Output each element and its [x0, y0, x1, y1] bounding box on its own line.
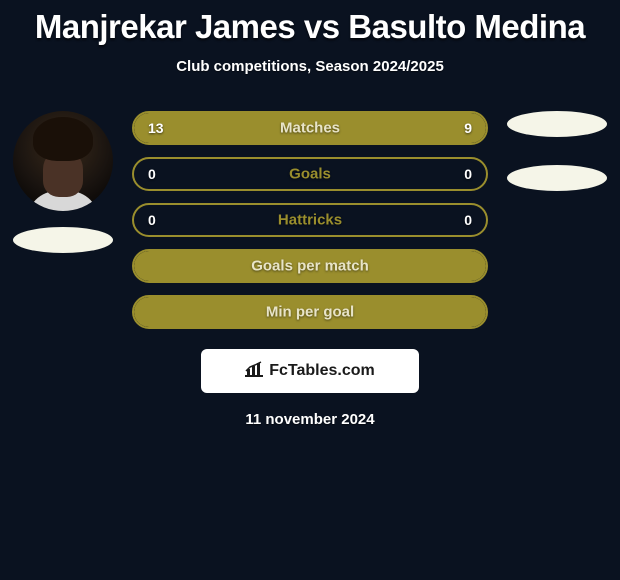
main-row: 13 9 Matches 0 0 Goals 0 0 Hattricks Goals per ma…: [0, 107, 620, 341]
player-left-avatar: [13, 111, 113, 211]
player-right-column: [502, 107, 612, 191]
subtitle: Club competitions, Season 2024/2025: [0, 58, 620, 75]
comparison-card: Manjrekar James vs Basulto Medina Club c…: [0, 0, 620, 428]
stat-value-left: 13: [148, 120, 164, 136]
stat-value-left: 0: [148, 212, 156, 228]
stat-row: Goals per match: [132, 249, 488, 283]
date-line: 11 november 2024: [0, 411, 620, 428]
stat-value-right: 0: [464, 212, 472, 228]
stat-label: Matches: [280, 120, 340, 137]
logo-box: FcTables.com: [201, 349, 419, 393]
player-right-name-badge-1: [507, 111, 607, 137]
stat-row: 0 0 Hattricks: [132, 203, 488, 237]
stat-label: Hattricks: [278, 212, 342, 229]
stats-column: 13 9 Matches 0 0 Goals 0 0 Hattricks Goals per ma…: [118, 111, 502, 341]
stat-value-right: 0: [464, 166, 472, 182]
chart-icon: [245, 361, 263, 382]
stat-row: Min per goal: [132, 295, 488, 329]
stat-label: Min per goal: [266, 304, 354, 321]
logo-text: FcTables.com: [269, 362, 375, 380]
stat-value-right: 9: [464, 120, 472, 136]
page-title: Manjrekar James vs Basulto Medina: [0, 8, 620, 46]
player-left-name-badge: [13, 227, 113, 253]
stat-row: 0 0 Goals: [132, 157, 488, 191]
stat-label: Goals: [289, 166, 331, 183]
player-right-name-badge-2: [507, 165, 607, 191]
logo: FcTables.com: [245, 361, 375, 382]
stat-label: Goals per match: [251, 258, 369, 275]
stat-row: 13 9 Matches: [132, 111, 488, 145]
player-left-column: [8, 107, 118, 253]
stat-value-left: 0: [148, 166, 156, 182]
